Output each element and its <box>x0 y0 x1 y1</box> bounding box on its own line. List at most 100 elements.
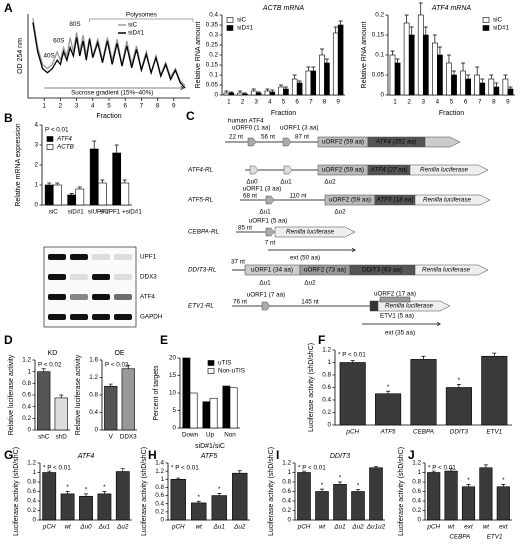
diagram-label: 145 nt <box>301 299 319 306</box>
x-tick-label: siUPF1 +siD#1 <box>100 209 143 216</box>
blot-band <box>70 314 88 320</box>
y-tick-label: 0.2 <box>412 507 421 514</box>
bar <box>394 62 401 96</box>
bar <box>479 82 486 96</box>
bar <box>389 54 396 96</box>
bar <box>305 70 312 96</box>
bar <box>408 34 415 96</box>
x-tick-label: 4 <box>436 99 440 106</box>
diagram-label: 87 nt <box>295 134 309 141</box>
error-bar <box>489 74 494 79</box>
bar <box>427 472 441 521</box>
x-tick-label: 1 <box>393 99 397 106</box>
diagram-label: Renilla luciferase <box>423 197 471 204</box>
diagram-label: uORF2 (59 aa) <box>329 197 371 204</box>
error-bar <box>102 491 107 494</box>
diagram-label: Δu2 <box>324 179 336 186</box>
x-tick-label: shC <box>38 434 50 441</box>
y-tick-label: 0.6 <box>22 392 31 399</box>
feature-box <box>424 136 461 148</box>
y-tick-label: 0.4 <box>22 403 31 410</box>
annotation: * P < 0.01 <box>298 465 326 472</box>
panel-label: J <box>408 448 415 462</box>
significance-mark: * <box>458 377 461 384</box>
y-tick-label: 1.2 <box>322 347 331 354</box>
annotation: Sucrose gradient (15%–40%) <box>71 90 153 97</box>
y-tick-label: 10 <box>169 390 177 397</box>
y-axis-label: OD 254 nm <box>17 38 24 74</box>
ext-arrow <box>268 247 357 253</box>
error-bar <box>100 179 105 183</box>
bar <box>297 472 311 521</box>
bar <box>121 368 135 431</box>
y-axis-label: Luciferase activity (shD/shC) <box>141 447 148 536</box>
annotation: * P < 0.01 <box>338 352 366 359</box>
error-bar <box>466 74 471 79</box>
diagram-label: Δu2 <box>334 209 346 216</box>
legend-label: ACTB <box>56 144 74 151</box>
x-tick-label: 1 <box>42 103 46 110</box>
blot-band <box>70 274 88 280</box>
bar <box>488 78 495 96</box>
diagram-label: 37 nt <box>231 259 245 266</box>
error-bar <box>292 74 297 79</box>
y-axis-label: Percent of targets <box>153 365 160 421</box>
significance-mark: * <box>467 477 470 484</box>
legend-label: ATF4 <box>56 136 72 143</box>
error-bar <box>120 468 125 472</box>
bar <box>351 491 365 521</box>
y-tick-label: 1 <box>160 476 164 483</box>
error-bar <box>333 26 338 33</box>
error-bar <box>386 390 391 394</box>
y-tick-label: 0.25 <box>206 42 219 49</box>
diagram-label: uORF1 (3 aa) <box>280 125 319 132</box>
error-bar <box>320 48 325 55</box>
y-tick-label: 0.6 <box>155 492 164 499</box>
diagram-label: ext (35 aa) <box>385 330 415 337</box>
x-tick-label: Δu2 <box>233 524 246 531</box>
blot-band <box>48 254 66 260</box>
x-axis-label: Fraction <box>96 113 121 120</box>
x-tick-label: pCH <box>426 524 440 531</box>
bar <box>369 467 383 521</box>
x-tick-label: siC <box>49 209 59 216</box>
axis <box>27 14 190 99</box>
feature-box <box>369 300 379 312</box>
error-bar <box>229 91 234 93</box>
x-tick-label: 3 <box>254 99 258 106</box>
legend-label: siC <box>237 17 247 24</box>
y-tick-label: 2 <box>34 162 38 169</box>
y-tick-label: 0.6 <box>322 384 331 391</box>
blot-band <box>114 294 132 300</box>
legend-label: uTIS <box>218 360 231 367</box>
annotation: Polysomes <box>126 12 157 19</box>
x-tick-label: Δu0 <box>79 524 92 531</box>
x-tick-label: 2 <box>407 99 411 106</box>
chart-title: DDIT3 <box>330 453 350 460</box>
x-tick-label: DDX3 <box>120 434 137 441</box>
legend-label: Non-uTIS <box>218 368 245 375</box>
bar <box>115 471 130 521</box>
error-bar <box>41 368 46 372</box>
y-tick-label: 0.4 <box>322 397 331 404</box>
bar <box>189 392 198 429</box>
bar <box>332 32 339 96</box>
chart-title: ATF4 <box>77 453 95 460</box>
significance-mark: * <box>502 477 505 484</box>
error-bar <box>126 364 131 369</box>
error-bar <box>501 484 506 487</box>
blot-band <box>70 294 88 300</box>
diagram-label: DDIT3-RL <box>188 267 217 274</box>
bar <box>42 472 57 521</box>
error-bar <box>108 383 113 387</box>
y-tick-label: 0 <box>94 427 98 434</box>
diagram-label: ext (50 aa) <box>290 255 320 262</box>
y-axis-label: Relative RNA amount <box>195 21 202 88</box>
error-bar <box>456 384 461 388</box>
blot-band <box>92 274 110 280</box>
y-axis-label: Relative luciferase activity <box>8 354 15 435</box>
y-tick-label: 0.1 <box>375 52 384 59</box>
x-tick-label: 9 <box>172 103 176 110</box>
diagram-label: 22 nt <box>229 134 243 141</box>
bar <box>75 188 85 206</box>
